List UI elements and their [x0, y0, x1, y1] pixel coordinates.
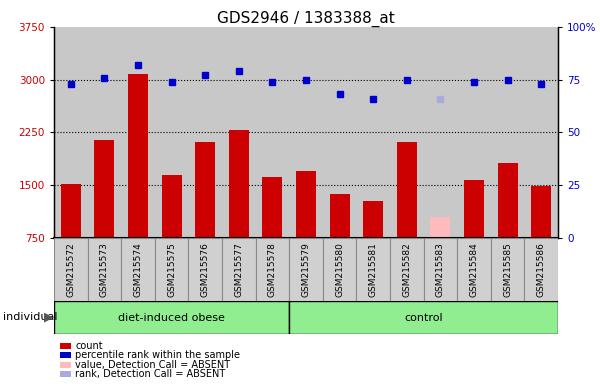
Text: GSM215577: GSM215577	[235, 242, 244, 297]
Text: GSM215583: GSM215583	[436, 242, 445, 297]
Bar	[195, 142, 215, 238]
Bar	[256, 238, 289, 301]
Text: count: count	[75, 341, 103, 351]
Text: diet-induced obese: diet-induced obese	[118, 313, 225, 323]
Text: GSM215584: GSM215584	[470, 242, 479, 297]
Bar	[61, 184, 81, 238]
Bar	[188, 238, 222, 301]
Text: GSM215580: GSM215580	[335, 242, 344, 297]
Text: GSM215581: GSM215581	[369, 242, 378, 297]
Bar	[54, 301, 289, 334]
Bar	[457, 238, 491, 301]
Bar	[161, 175, 182, 238]
Bar	[155, 238, 188, 301]
Bar	[296, 171, 316, 238]
Bar	[88, 238, 121, 301]
Bar	[491, 238, 524, 301]
Text: GSM215578: GSM215578	[268, 242, 277, 297]
Bar	[397, 142, 417, 238]
Bar	[262, 177, 283, 238]
Text: percentile rank within the sample: percentile rank within the sample	[75, 350, 240, 360]
Text: individual: individual	[3, 312, 58, 322]
Text: GSM215585: GSM215585	[503, 242, 512, 297]
Bar	[128, 74, 148, 238]
Title: GDS2946 / 1383388_at: GDS2946 / 1383388_at	[217, 11, 395, 27]
Bar	[323, 238, 356, 301]
Bar	[363, 202, 383, 238]
Text: ▶: ▶	[44, 310, 53, 323]
Bar	[390, 238, 424, 301]
Text: GSM215574: GSM215574	[133, 242, 143, 297]
Bar	[531, 186, 551, 238]
Bar	[94, 139, 115, 238]
Bar	[464, 180, 484, 238]
Text: GSM215582: GSM215582	[403, 242, 412, 297]
Text: value, Detection Call = ABSENT: value, Detection Call = ABSENT	[75, 360, 230, 370]
Bar	[289, 238, 323, 301]
Bar	[430, 217, 451, 238]
Bar	[424, 238, 457, 301]
Bar	[54, 238, 88, 301]
Bar	[289, 301, 558, 334]
Bar	[497, 163, 518, 238]
Bar	[229, 131, 249, 238]
Text: GSM215573: GSM215573	[100, 242, 109, 297]
Text: GSM215586: GSM215586	[537, 242, 546, 297]
Bar	[121, 238, 155, 301]
Text: rank, Detection Call = ABSENT: rank, Detection Call = ABSENT	[75, 369, 225, 379]
Bar	[329, 194, 350, 238]
Text: GSM215575: GSM215575	[167, 242, 176, 297]
Bar	[524, 238, 558, 301]
Text: GSM215579: GSM215579	[302, 242, 311, 297]
Text: control: control	[404, 313, 443, 323]
Text: GSM215576: GSM215576	[200, 242, 210, 297]
Bar	[222, 238, 256, 301]
Text: GSM215572: GSM215572	[66, 242, 76, 297]
Bar	[356, 238, 390, 301]
